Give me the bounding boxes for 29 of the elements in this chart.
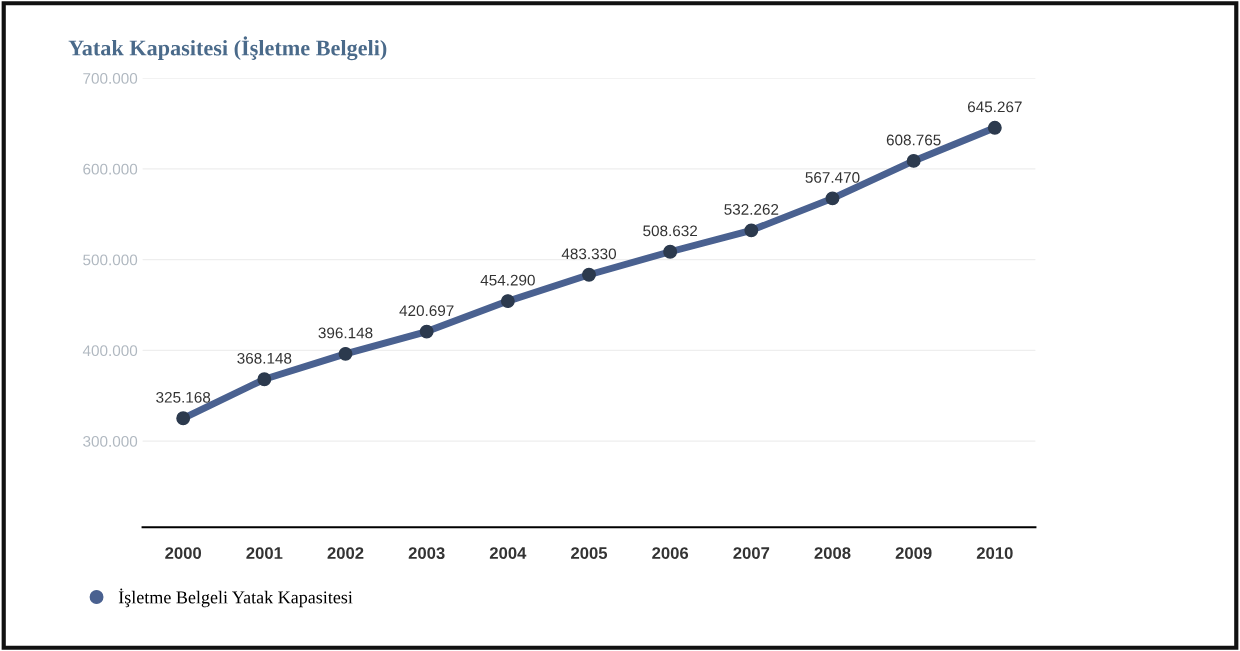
data-label: 325.168 (156, 391, 211, 403)
data-label: 368.148 (237, 352, 292, 364)
x-tick-label: 2000 (165, 547, 202, 559)
x-tick-label: 2004 (489, 547, 527, 559)
y-tick-label: 700.000 (83, 72, 138, 84)
data-label: 454.290 (480, 274, 535, 286)
chart-title: Yatak Kapasitesi (İşletme Belgeli) (68, 36, 387, 61)
data-label: 608.765 (886, 134, 941, 146)
y-tick-label: 500.000 (83, 254, 138, 266)
x-tick-label: 2005 (571, 547, 608, 559)
x-tick-label: 2009 (895, 547, 932, 559)
data-label: 483.330 (561, 248, 617, 260)
data-label: 420.697 (399, 305, 454, 317)
data-label: 396.148 (318, 327, 373, 339)
x-tick-label: 2002 (327, 547, 364, 559)
data-label: 567.470 (805, 172, 860, 183)
y-tick-label: 300.000 (83, 435, 138, 447)
data-label: 532.262 (724, 204, 779, 215)
y-tick-label: 600.000 (83, 163, 138, 175)
x-tick-label: 2010 (976, 547, 1013, 559)
x-tick-label: 2008 (814, 547, 851, 559)
legend-label: İşletme Belgeli Yatak Kapasitesi (118, 588, 353, 608)
data-label: 508.632 (643, 225, 698, 237)
x-tick-label: 2006 (652, 547, 689, 559)
x-tick-label: 2003 (408, 547, 445, 560)
y-tick-label: 400.000 (82, 345, 138, 357)
data-label: 645.267 (967, 101, 1022, 113)
x-tick-label: 2001 (246, 547, 283, 559)
x-tick-label: 2007 (733, 547, 770, 559)
